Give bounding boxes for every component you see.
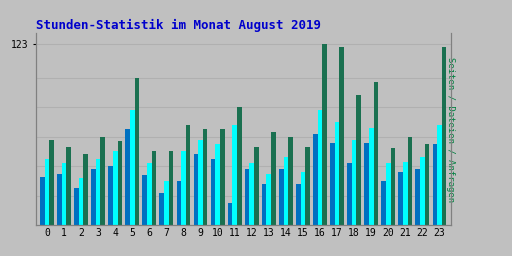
- Bar: [130, 110, 135, 225]
- Bar: [194, 154, 198, 225]
- Bar: [125, 129, 130, 225]
- Bar: [323, 44, 327, 225]
- Bar: [62, 163, 67, 225]
- Bar: [425, 144, 430, 225]
- Bar: [245, 169, 249, 225]
- Bar: [279, 169, 284, 225]
- Bar: [147, 163, 152, 225]
- Bar: [335, 122, 339, 225]
- Bar: [45, 159, 49, 225]
- Bar: [267, 174, 271, 225]
- Bar: [433, 144, 437, 225]
- Bar: [160, 193, 164, 225]
- Bar: [228, 203, 232, 225]
- Bar: [232, 125, 237, 225]
- Bar: [403, 162, 408, 225]
- Y-axis label: Seiten / Dateien / Anfragen: Seiten / Dateien / Anfragen: [446, 57, 455, 202]
- Bar: [142, 175, 147, 225]
- Bar: [211, 159, 216, 225]
- Bar: [49, 140, 54, 225]
- Bar: [164, 181, 169, 225]
- Bar: [79, 178, 83, 225]
- Bar: [301, 172, 305, 225]
- Bar: [305, 147, 310, 225]
- Bar: [284, 157, 288, 225]
- Bar: [203, 129, 207, 225]
- Bar: [177, 181, 181, 225]
- Bar: [216, 144, 220, 225]
- Bar: [83, 154, 88, 225]
- Bar: [318, 110, 323, 225]
- Bar: [330, 143, 335, 225]
- Bar: [296, 184, 301, 225]
- Bar: [254, 147, 259, 225]
- Bar: [352, 140, 356, 225]
- Bar: [118, 141, 122, 225]
- Bar: [420, 157, 425, 225]
- Bar: [100, 137, 105, 225]
- Bar: [113, 152, 118, 225]
- Bar: [181, 152, 186, 225]
- Bar: [152, 152, 156, 225]
- Bar: [57, 174, 62, 225]
- Text: Stunden-Statistik im Monat August 2019: Stunden-Statistik im Monat August 2019: [36, 19, 321, 32]
- Bar: [398, 172, 403, 225]
- Bar: [313, 134, 318, 225]
- Bar: [442, 47, 446, 225]
- Bar: [339, 47, 344, 225]
- Bar: [381, 181, 386, 225]
- Bar: [135, 78, 139, 225]
- Bar: [40, 177, 45, 225]
- Bar: [96, 159, 100, 225]
- Bar: [169, 152, 173, 225]
- Bar: [237, 107, 242, 225]
- Bar: [408, 137, 412, 225]
- Bar: [416, 169, 420, 225]
- Bar: [356, 95, 361, 225]
- Bar: [91, 169, 96, 225]
- Bar: [249, 163, 254, 225]
- Bar: [374, 82, 378, 225]
- Bar: [74, 188, 79, 225]
- Bar: [437, 125, 442, 225]
- Bar: [365, 143, 369, 225]
- Bar: [386, 163, 391, 225]
- Bar: [391, 148, 395, 225]
- Bar: [271, 132, 276, 225]
- Bar: [109, 166, 113, 225]
- Bar: [347, 163, 352, 225]
- Bar: [67, 147, 71, 225]
- Bar: [262, 184, 267, 225]
- Bar: [198, 140, 203, 225]
- Bar: [288, 137, 293, 225]
- Bar: [186, 125, 190, 225]
- Bar: [369, 128, 374, 225]
- Bar: [220, 129, 225, 225]
